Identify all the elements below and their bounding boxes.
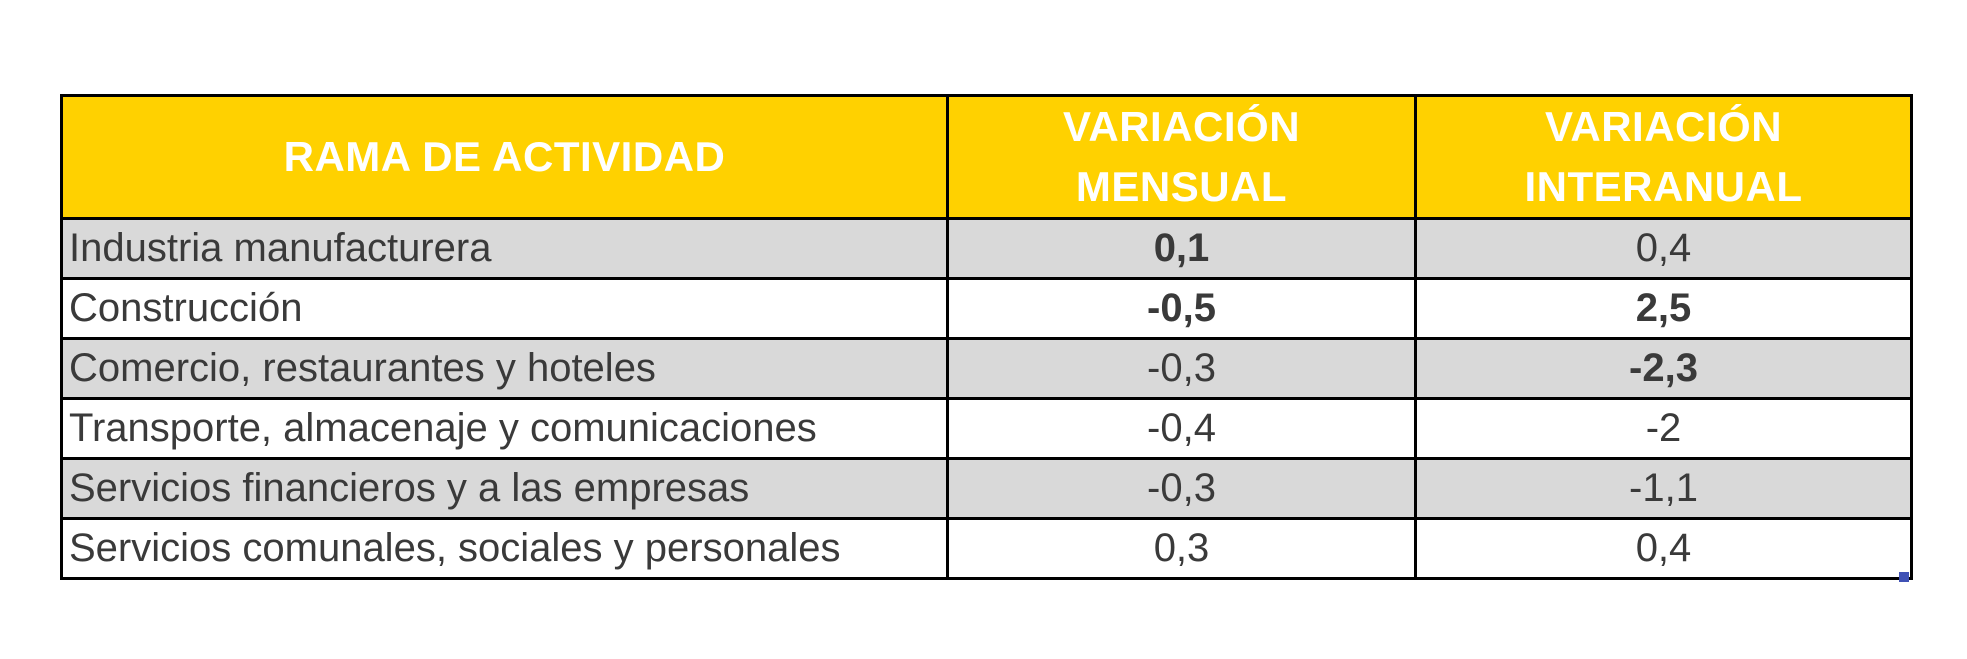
cell-variacion-mensual: -0,4 [946,397,1417,460]
cell-variacion-mensual: -0,3 [946,337,1417,400]
cell-variacion-interanual: -2,3 [1414,337,1913,400]
header-mensual-line2: MENSUAL [1075,163,1288,210]
table-row: Construcción -0,5 2,5 [60,277,1913,340]
cell-rama: Construcción [60,277,949,340]
cell-variacion-interanual: -2 [1414,397,1913,460]
table-row: Servicios financieros y a las empresas -… [60,457,1913,520]
selection-resize-handle[interactable] [1899,572,1909,582]
cell-variacion-interanual: 0,4 [1414,217,1913,280]
cell-rama: Servicios financieros y a las empresas [60,457,949,520]
cell-variacion-interanual: 0,4 [1414,517,1913,580]
header-interanual-line2: INTERANUAL [1524,163,1803,210]
cell-rama: Comercio, restaurantes y hoteles [60,337,949,400]
cell-variacion-mensual: 0,3 [946,517,1417,580]
cell-rama: Servicios comunales, sociales y personal… [60,517,949,580]
cell-variacion-mensual: -0,5 [946,277,1417,340]
header-interanual-line1: VARIACIÓN [1544,103,1783,150]
header-variacion-mensual: VARIACIÓN MENSUAL [946,94,1417,220]
cell-variacion-interanual: 2,5 [1414,277,1913,340]
cell-rama: Industria manufacturera [60,217,949,280]
cell-rama: Transporte, almacenaje y comunicaciones [60,397,949,460]
cell-variacion-mensual: -0,3 [946,457,1417,520]
header-variacion-interanual: VARIACIÓN INTERANUAL [1414,94,1913,220]
table-body: Industria manufacturera 0,1 0,4 Construc… [60,217,1913,580]
table-row: Transporte, almacenaje y comunicaciones … [60,397,1913,460]
cell-variacion-mensual: 0,1 [946,217,1417,280]
table-header: RAMA DE ACTIVIDAD VARIACIÓN MENSUAL VARI… [60,94,1913,220]
table-row: Industria manufacturera 0,1 0,4 [60,217,1913,280]
table-row: Servicios comunales, sociales y personal… [60,517,1913,580]
table-row: Comercio, restaurantes y hoteles -0,3 -2… [60,337,1913,400]
header-row: RAMA DE ACTIVIDAD VARIACIÓN MENSUAL VARI… [60,94,1913,220]
activity-variation-table: RAMA DE ACTIVIDAD VARIACIÓN MENSUAL VARI… [60,94,1913,580]
cell-variacion-interanual: -1,1 [1414,457,1913,520]
header-mensual-line1: VARIACIÓN [1062,103,1301,150]
header-rama-label: RAMA DE ACTIVIDAD [283,133,726,180]
header-rama-de-actividad: RAMA DE ACTIVIDAD [60,94,949,220]
